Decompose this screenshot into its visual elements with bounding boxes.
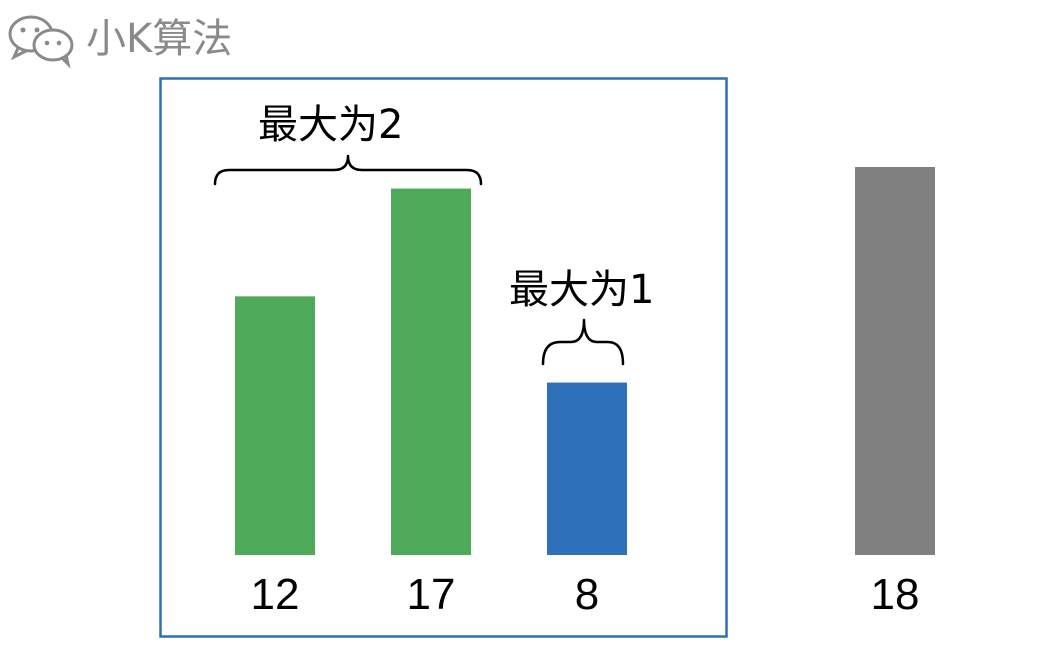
bar-12 <box>235 296 315 555</box>
annotation-label-max-2: 最大为2 <box>258 102 403 148</box>
annotation-label-max-1: 最大为1 <box>509 267 654 313</box>
selection-box <box>159 77 728 638</box>
value-label-17: 17 <box>407 570 456 619</box>
value-label-12: 12 <box>251 570 300 619</box>
bars-group <box>235 167 935 556</box>
wechat-icon <box>8 15 74 69</box>
bar-8 <box>547 382 627 555</box>
annotation-bracket-max-2: 最大为2 <box>213 102 483 186</box>
curly-bracket-wide <box>213 154 483 186</box>
value-label-18: 18 <box>871 570 920 619</box>
bar-17 <box>391 188 471 556</box>
curly-bracket-narrow <box>541 318 625 366</box>
bar-18 <box>855 167 935 555</box>
watermark: 小K算法 <box>8 15 232 69</box>
watermark-text: 小K算法 <box>86 16 232 62</box>
value-label-8: 8 <box>575 570 599 619</box>
annotation-bracket-max-1: 最大为1 <box>509 267 654 366</box>
value-labels-group: 12 17 8 18 <box>251 570 920 619</box>
